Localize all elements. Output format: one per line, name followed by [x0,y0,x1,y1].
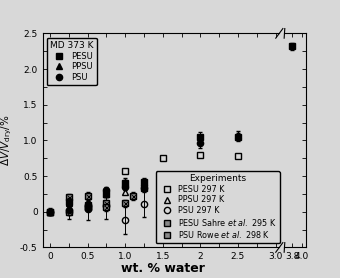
Y-axis label: $\Delta V/V_{\mathrm{dry}}$/%: $\Delta V/V_{\mathrm{dry}}$/% [0,115,15,166]
Legend: PESU 297 K, PPSU 297 K, PSU 297 K, PESU Sahre $et\ al.$ 295 K, PSU Rowe $et\ al.: PESU 297 K, PPSU 297 K, PSU 297 K, PESU … [156,171,280,244]
Text: wt. % water: wt. % water [121,262,205,275]
